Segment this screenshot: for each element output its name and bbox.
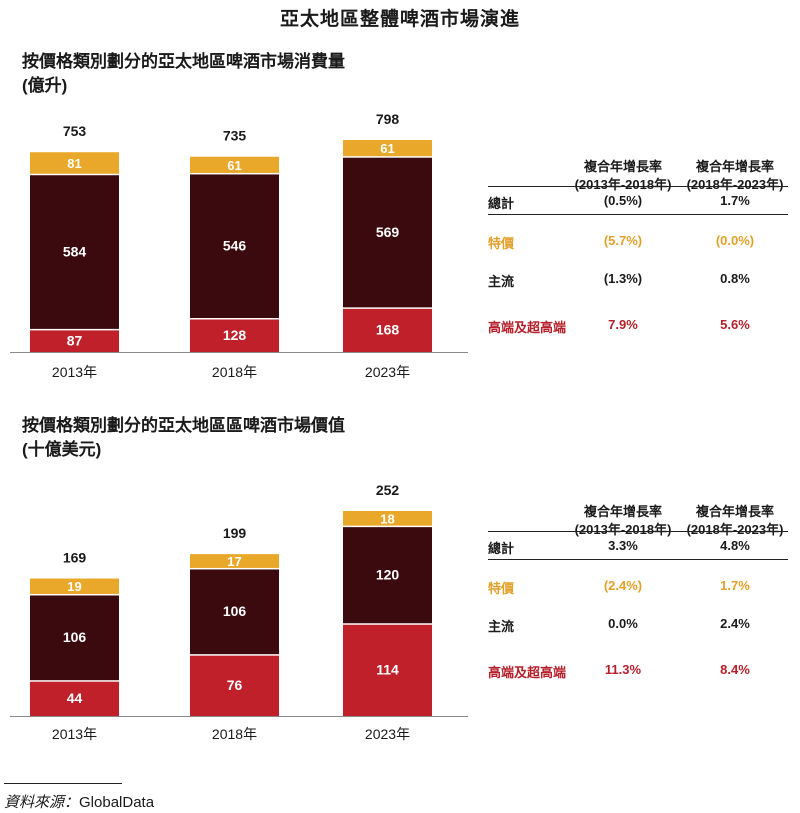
total-label-1: 169 [63,550,87,566]
cagr-row-value-2018-2023-4: 5.6% [720,317,750,332]
bar-premium-3 [343,624,432,716]
total-label-3: 252 [376,482,400,498]
total-label-3: 798 [376,111,400,127]
cagr-header-rule [488,186,788,187]
data-label-value-3: 18 [380,511,394,526]
bar-value-1 [30,578,119,594]
data-label-mainstream-2: 106 [223,603,247,619]
value-bar-chart: 44 106 19 169 2013年 76 106 17 199 2018年 114 120 18 25… [10,482,468,742]
chart-2-subtitle: 按價格類別劃分的亞太地區區啤酒市場價值 (十億美元) [22,414,345,462]
cagr-row-value-2013-2018-2: (2.4%) [603,578,643,593]
data-label-premium-2: 76 [227,677,243,693]
cagr-total-rule [488,214,788,215]
data-label-mainstream-2: 546 [223,237,247,253]
bar-premium-3 [343,308,432,352]
source-label: 資料來源： [4,794,80,811]
cagr-total-rule [488,559,788,560]
bar-mainstream-3 [343,157,432,308]
data-label-value-2: 61 [227,158,241,173]
chart-1-subtitle: 按價格類別劃分的亞太地區啤酒市場消費量 (億升) [22,50,345,98]
x-tick-label-1: 2013年 [52,726,97,742]
bar-value-3 [343,511,432,526]
cagr-header-rule [488,531,788,532]
x-tick-label-3: 2023年 [365,726,410,742]
total-label-2: 199 [223,525,247,541]
cagr-row-value-2013-2018-4: 7.9% [608,317,638,332]
cagr-row-value-2013-2018-1: 3.3% [608,538,638,553]
data-label-premium-3: 114 [376,662,399,678]
source-note: 資料來源：GlobalData [4,791,154,812]
cagr-row-label-4: 高端及超高端 [488,665,567,680]
cagr-row-value-2013-2018-4: 11.3% [604,662,642,677]
chart-2-subtitle-line1: 按價格類別劃分的亞太地區區啤酒市場價值 [22,416,345,435]
bar-mainstream-2 [190,174,279,318]
data-label-value-2: 17 [227,554,241,569]
cagr-row-value-2018-2023-3: 0.8% [720,271,750,286]
data-label-value-1: 81 [67,156,81,171]
bar-mainstream-1 [30,175,119,329]
cagr-header-2018-2023: 複合年增長率 (2018年-2023年) [686,504,784,537]
cagr-row-label-3: 主流 [488,619,515,634]
chart-1-unit: (億升) [22,76,68,95]
data-label-value-3: 61 [380,141,394,156]
page-title: 亞太地區整體啤酒市場演進 [279,9,520,30]
data-label-mainstream-1: 584 [63,243,87,259]
cagr-row-value-2013-2018-1: (0.5%) [603,193,643,208]
cagr-row-value-2018-2023-1: 4.8% [720,538,750,553]
cagr-row-value-2018-2023-1: 1.7% [720,193,750,208]
bar-premium-1 [30,681,119,716]
bar-mainstream-3 [343,527,432,624]
cagr-row-value-2013-2018-3: 0.0% [608,616,638,631]
data-label-mainstream-1: 106 [63,629,87,645]
bar-mainstream-2 [190,569,279,655]
data-label-premium-1: 87 [67,332,83,348]
cagr-row-value-2013-2018-2: (5.7%) [603,233,643,248]
bar-value-2 [190,156,279,173]
x-tick-label-2: 2018年 [212,726,257,742]
data-label-value-1: 19 [67,579,81,594]
bar-premium-1 [30,330,119,352]
x-tick-label-1: 2013年 [52,364,97,380]
source-divider [4,783,122,784]
data-label-premium-1: 44 [67,690,83,706]
cagr-header-2013-2018: 複合年增長率 (2013年-2018年) [574,159,672,192]
x-tick-label-3: 2023年 [365,364,410,380]
bar-value-1 [30,152,119,174]
cagr-row-label-3: 主流 [488,274,515,289]
bar-premium-2 [190,319,279,352]
chart-2-unit: (十億美元) [22,440,102,459]
chart-1-subtitle-line1: 按價格類別劃分的亞太地區啤酒市場消費量 [22,52,345,71]
total-label-2: 735 [223,128,247,144]
data-label-premium-3: 168 [376,322,400,338]
cagr-row-label-1: 總計 [488,196,515,211]
cagr-header-2018-2023: 複合年增長率 (2018年-2023年) [686,159,784,192]
cagr-row-value-2013-2018-3: (1.3%) [603,271,643,286]
bar-value-2 [190,554,279,568]
cagr-header-2013-2018: 複合年增長率 (2013年-2018年) [574,504,672,537]
cagr-row-value-2018-2023-2: (0.0%) [715,233,755,248]
volume-bar-chart: 87 584 81 753 2013年 128 546 61 735 2018年 168 569 61 7… [10,111,468,380]
cagr-row-value-2018-2023-4: 8.4% [720,662,750,677]
total-label-1: 753 [63,123,87,139]
x-tick-label-2: 2018年 [212,364,257,380]
bar-mainstream-1 [30,595,119,681]
data-label-mainstream-3: 120 [376,566,400,582]
source-value: GlobalData [79,794,155,811]
bar-premium-2 [190,655,279,716]
data-label-mainstream-3: 569 [376,224,400,240]
cagr-row-label-4: 高端及超高端 [488,320,567,335]
cagr-row-value-2018-2023-2: 1.7% [720,578,750,593]
cagr-row-label-1: 總計 [488,541,515,556]
bar-value-3 [343,140,432,157]
cagr-row-label-2: 特價 [488,581,515,596]
cagr-row-label-2: 特價 [488,236,515,251]
data-label-premium-2: 128 [223,327,247,343]
cagr-row-value-2018-2023-3: 2.4% [720,616,750,631]
